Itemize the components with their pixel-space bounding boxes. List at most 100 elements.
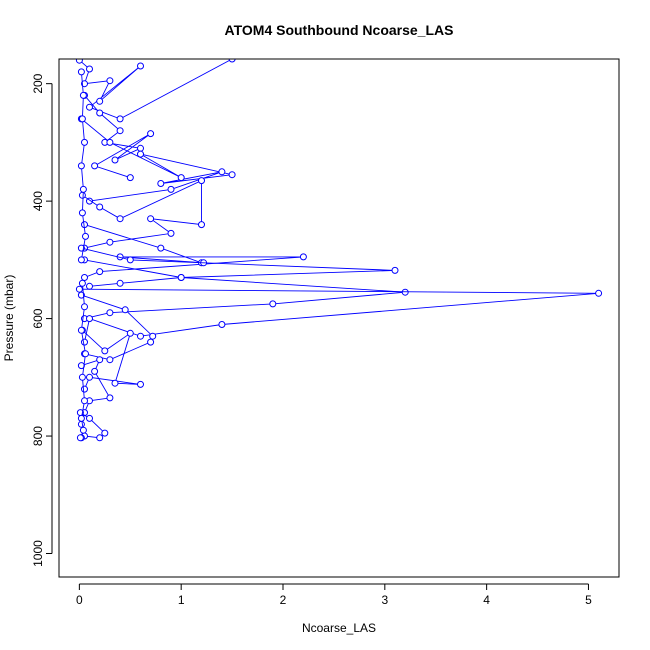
data-point bbox=[78, 209, 86, 217]
chart-title: ATOM4 Southbound Ncoarse_LAS bbox=[225, 22, 454, 38]
data-point bbox=[218, 168, 226, 176]
data-point bbox=[116, 279, 124, 287]
data-point bbox=[77, 420, 85, 428]
data-point bbox=[77, 68, 85, 76]
data-point bbox=[96, 97, 104, 105]
data-point bbox=[147, 215, 155, 223]
data-point bbox=[126, 256, 134, 264]
data-point bbox=[96, 434, 104, 442]
data-point bbox=[86, 414, 93, 422]
y-tick-label: 600 bbox=[31, 308, 45, 328]
x-tick-label: 0 bbox=[76, 593, 83, 607]
data-point bbox=[77, 162, 85, 170]
data-point bbox=[86, 103, 93, 111]
data-point bbox=[96, 268, 104, 276]
data-point bbox=[82, 350, 89, 358]
data-point bbox=[86, 373, 93, 381]
data-point bbox=[137, 380, 144, 388]
data-point bbox=[147, 338, 155, 346]
axes-layer: 0 1 2 3 4 5 200 400 600 800 1000 bbox=[31, 73, 592, 607]
data-point bbox=[77, 362, 85, 370]
data-point bbox=[126, 329, 134, 337]
y-tick-label: 1000 bbox=[31, 540, 45, 567]
series-1 bbox=[75, 59, 236, 123]
series-3 bbox=[77, 115, 236, 205]
data-point bbox=[167, 185, 175, 193]
data-point bbox=[101, 347, 109, 355]
data-point bbox=[116, 127, 124, 135]
data-point bbox=[595, 289, 603, 297]
data-point bbox=[81, 338, 88, 346]
data-point bbox=[81, 303, 88, 311]
data-point bbox=[81, 397, 88, 405]
x-tick-label: 4 bbox=[483, 593, 490, 607]
series-line bbox=[84, 259, 406, 320]
data-point bbox=[299, 253, 307, 261]
series-14 bbox=[76, 279, 89, 442]
data-point bbox=[86, 282, 93, 290]
series-layer bbox=[75, 59, 603, 442]
data-point bbox=[86, 315, 93, 323]
data-point bbox=[149, 332, 157, 340]
data-point bbox=[121, 306, 129, 314]
data-point bbox=[106, 394, 114, 402]
y-tick-label: 200 bbox=[31, 73, 45, 93]
data-point bbox=[91, 162, 99, 170]
data-point bbox=[86, 65, 93, 73]
data-point bbox=[106, 77, 114, 85]
data-point bbox=[228, 59, 236, 63]
data-point bbox=[137, 150, 144, 158]
data-point bbox=[96, 203, 104, 211]
data-point bbox=[198, 177, 205, 185]
data-point bbox=[79, 185, 87, 193]
data-point bbox=[198, 221, 205, 229]
data-point bbox=[82, 232, 89, 240]
data-point bbox=[96, 356, 104, 364]
data-point bbox=[78, 115, 86, 123]
x-tick-label: 3 bbox=[381, 593, 388, 607]
data-point bbox=[106, 138, 114, 146]
data-point bbox=[218, 321, 226, 328]
data-point bbox=[111, 379, 119, 387]
x-tick-label: 1 bbox=[178, 593, 185, 607]
data-point bbox=[77, 414, 85, 422]
data-point bbox=[78, 279, 86, 287]
data-point bbox=[106, 309, 114, 317]
series-line bbox=[84, 224, 304, 278]
data-point bbox=[91, 367, 99, 375]
data-point bbox=[269, 300, 277, 308]
data-point bbox=[137, 332, 144, 340]
data-point bbox=[177, 274, 185, 281]
data-point bbox=[391, 266, 399, 274]
y-tick-label: 400 bbox=[31, 191, 45, 211]
data-point bbox=[77, 326, 85, 334]
y-axis-label: Pressure (mbar) bbox=[2, 275, 16, 362]
data-point bbox=[81, 274, 88, 281]
series-line bbox=[79, 59, 233, 120]
data-point bbox=[78, 191, 86, 199]
data-point bbox=[157, 244, 165, 252]
data-point bbox=[137, 144, 144, 152]
series-5 bbox=[81, 221, 307, 281]
y-tick-label: 800 bbox=[31, 426, 45, 446]
series-line bbox=[82, 179, 202, 249]
data-point bbox=[81, 138, 88, 146]
data-point bbox=[81, 385, 88, 393]
plot-frame bbox=[58, 58, 620, 578]
data-point bbox=[147, 130, 155, 138]
data-point bbox=[111, 156, 119, 164]
series-9 bbox=[77, 291, 157, 364]
series-line bbox=[81, 247, 396, 287]
data-point bbox=[79, 91, 87, 99]
data-point bbox=[177, 174, 185, 182]
data-point bbox=[78, 373, 86, 381]
series-8 bbox=[75, 285, 603, 346]
series-line bbox=[79, 288, 599, 343]
data-point bbox=[116, 215, 124, 223]
data-point bbox=[106, 356, 114, 364]
series-13 bbox=[77, 68, 89, 264]
data-point bbox=[75, 285, 83, 293]
data-point bbox=[167, 229, 175, 237]
data-point bbox=[96, 109, 104, 117]
